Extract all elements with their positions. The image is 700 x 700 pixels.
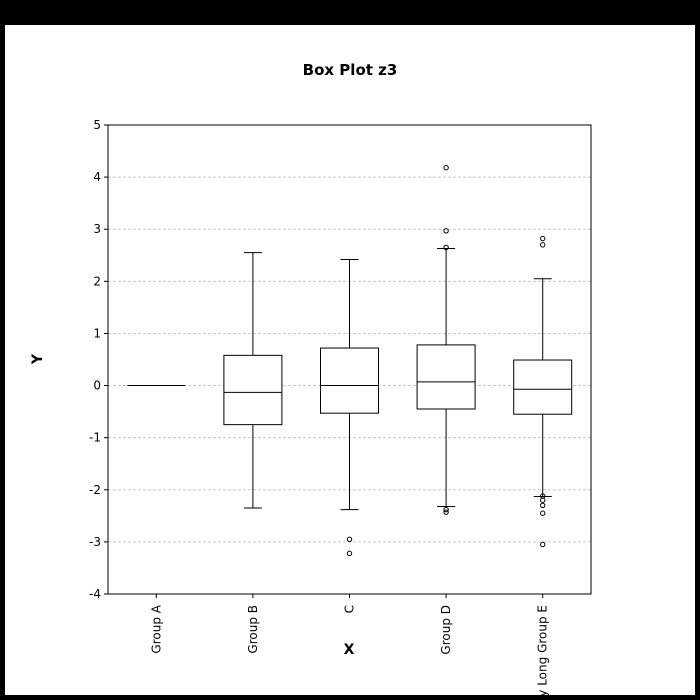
outlier-point (540, 497, 546, 503)
y-tick-label: 2 (93, 274, 101, 288)
x-tick-label: Very Long Group E (536, 605, 550, 695)
iqr-box (513, 359, 573, 415)
axis-ticks: 5 4 3 2 1 0 -1 -2 -3 -4 Group A Group B C Group D Very… (89, 118, 550, 695)
y-tick-label: -3 (89, 535, 101, 549)
iqr-box (416, 344, 476, 410)
y-tick-label: 3 (93, 222, 101, 236)
x-tick-label: C (343, 605, 357, 613)
iqr-box (223, 354, 283, 426)
box-c (320, 258, 379, 557)
outlier-point (443, 506, 449, 513)
x-tick-label: Group D (439, 605, 453, 655)
x-tick-label: Group B (246, 605, 260, 654)
outlier-point (540, 502, 546, 509)
box-very-long-group-e (513, 235, 573, 548)
y-axis-label: Y (30, 353, 46, 365)
y-tick-label: 4 (93, 170, 101, 184)
boxes (127, 165, 573, 557)
box-plot-chart: 5 4 3 2 1 0 -1 -2 -3 -4 Group A Group B C Group D Very… (30, 61, 592, 695)
x-axis-label: X (344, 642, 355, 658)
y-tick-label: 0 (93, 379, 101, 393)
y-tick-label: 1 (93, 326, 101, 340)
chart-title: Box Plot z3 (303, 61, 398, 79)
outlier-point (540, 541, 546, 548)
outlier-point (346, 536, 353, 542)
y-tick-label: 5 (93, 118, 101, 132)
outlier-point (540, 242, 546, 248)
x-tick-label: Group A (149, 604, 163, 653)
outlier-point (540, 510, 546, 516)
outlier-point (540, 235, 546, 242)
outlier-point (443, 228, 449, 234)
outlier-point (443, 244, 449, 251)
iqr-box (320, 347, 379, 414)
outlier-point (443, 509, 449, 515)
y-tick-label: -1 (89, 431, 101, 445)
box-group-d (416, 165, 476, 515)
outlier-point (346, 550, 353, 557)
chart-frame: 5 4 3 2 1 0 -1 -2 -3 -4 Group A Group B C Group D Very… (5, 25, 695, 695)
y-tick-label: -4 (89, 587, 101, 601)
outlier-point (443, 165, 449, 171)
box-group-b (223, 252, 283, 509)
y-tick-label: -2 (89, 483, 101, 497)
